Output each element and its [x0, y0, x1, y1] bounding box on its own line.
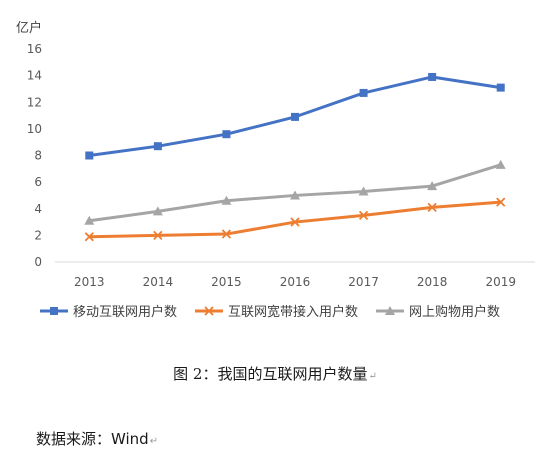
x-tick-label: 2016: [280, 275, 311, 289]
series-1: [85, 72, 505, 160]
y-tick-labels: 0 2 4 6 8 10 12 14 16: [27, 42, 42, 269]
x-tick-labels: 2013 2014 2015 2016 2017 2018 2019: [74, 275, 516, 289]
paragraph-mark: ↵: [368, 371, 377, 382]
data-point: [221, 229, 232, 239]
y-tick-label: 12: [27, 95, 42, 109]
data-point: [153, 142, 162, 151]
legend-label: 移动互联网用户数: [73, 304, 177, 320]
x-tick-label: 2017: [348, 275, 379, 289]
y-tick-label: 0: [34, 255, 42, 269]
data-source: 数据来源：Wind↵: [36, 428, 158, 449]
legend-item: 互联网宽带接入用户数: [195, 304, 358, 320]
data-point: [291, 112, 299, 121]
x-tick-label: 2018: [417, 275, 448, 289]
x-tick-label: 2015: [211, 275, 242, 289]
legend-item: 网上购物用户数: [376, 304, 500, 320]
legend-label: 互联网宽带接入用户数: [228, 304, 358, 320]
data-point: [221, 195, 232, 205]
data-point: [84, 232, 94, 242]
y-axis-unit-label: 亿户: [16, 20, 42, 36]
series-3: [84, 159, 506, 225]
data-point: [427, 202, 437, 213]
data-point: [152, 206, 163, 216]
series-layer: [84, 72, 506, 242]
y-tick-label: 4: [34, 202, 42, 216]
y-tick-label: 6: [34, 175, 42, 189]
data-point: [427, 181, 438, 191]
x-tick-label: 2014: [143, 275, 174, 289]
data-point: [358, 186, 369, 196]
data-point: [496, 83, 505, 92]
source-text: 数据来源：Wind: [36, 430, 149, 448]
legend-label: 网上购物用户数: [409, 304, 500, 320]
figure-caption: 图 2：我国的互联网用户数量↵: [0, 363, 550, 384]
data-point: [222, 130, 231, 139]
legend-item: 移动互联网用户数: [40, 304, 177, 320]
data-point: [290, 217, 300, 227]
x-tick-label: 2013: [74, 275, 105, 289]
y-tick-label: 8: [34, 149, 42, 163]
data-point: [153, 230, 163, 241]
y-tick-label: 2: [34, 228, 42, 242]
legend-swatch-marker: [385, 306, 395, 315]
y-tick-label: 16: [27, 42, 42, 56]
legend: 移动互联网用户数 互联网宽带接入用户数 网上购物用户数: [40, 304, 500, 320]
data-point: [495, 159, 506, 169]
data-point: [85, 151, 94, 160]
series-2: [84, 197, 506, 242]
data-point: [428, 72, 437, 81]
data-point: [290, 190, 300, 200]
data-point: [358, 210, 369, 221]
data-point: [359, 88, 368, 97]
y-tick-label: 10: [27, 122, 42, 136]
data-point: [84, 215, 95, 225]
x-tick-label: 2019: [485, 275, 516, 289]
paragraph-mark: ↵: [149, 436, 159, 447]
series-line: [87, 200, 503, 239]
y-tick-label: 14: [27, 69, 42, 83]
caption-text: 图 2：我国的互联网用户数量: [173, 365, 368, 383]
legend-swatch-marker: [50, 307, 58, 315]
legend-swatch-marker: [204, 306, 214, 316]
data-point: [496, 197, 506, 207]
